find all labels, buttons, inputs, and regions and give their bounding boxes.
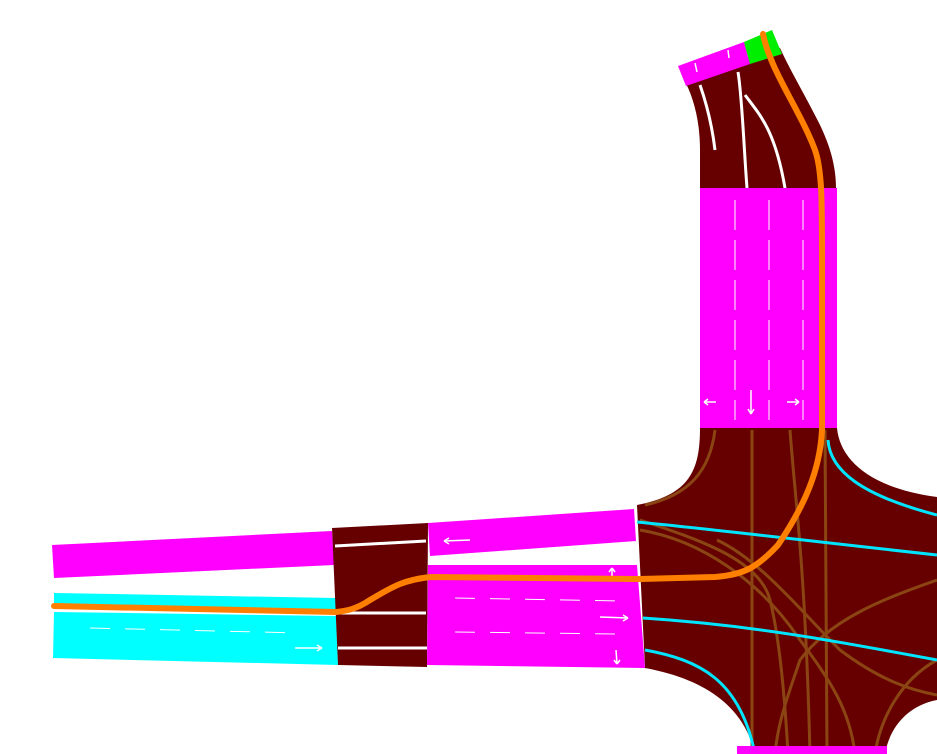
planned-route [51, 31, 825, 615]
connector [826, 439, 937, 517]
lane-arrow [747, 390, 755, 415]
north-road-curved-surface [683, 48, 836, 188]
lane-arrow [295, 644, 323, 652]
lane-marking [334, 539, 427, 548]
west-lane-highlight-east-lower [427, 565, 645, 668]
lane-marking [743, 94, 787, 189]
connector [788, 429, 812, 754]
lane-arrow [613, 649, 621, 665]
connector [823, 429, 829, 754]
north-approach-road [678, 30, 837, 428]
connector [644, 648, 757, 754]
lane-marking [454, 597, 621, 602]
intersection [636, 428, 937, 754]
west-lane-highlight-cyan-lower [53, 612, 338, 665]
intersection-surface [637, 428, 937, 754]
lane-arrow [703, 398, 716, 406]
lane-marking [736, 71, 749, 189]
lane-arrow [694, 62, 698, 73]
west-lane-highlight-upper [52, 531, 334, 578]
lane-arrow [727, 49, 730, 59]
south-lane-highlight [737, 746, 887, 754]
connector [636, 520, 937, 557]
west-approach-road [52, 509, 645, 668]
lane-arrow [443, 537, 471, 545]
connector [773, 578, 937, 754]
lane-arrow [787, 398, 800, 406]
connector [642, 616, 937, 662]
lane-marking [89, 627, 301, 634]
lane-marking [698, 84, 717, 151]
cyan-connectors [636, 439, 937, 754]
north-lane-highlight-top [678, 42, 750, 86]
west-lane-highlight-east-upper [428, 509, 636, 556]
lane-arrow [599, 614, 629, 622]
connector [873, 658, 937, 754]
lane-marking [454, 631, 621, 635]
connector [644, 429, 717, 507]
